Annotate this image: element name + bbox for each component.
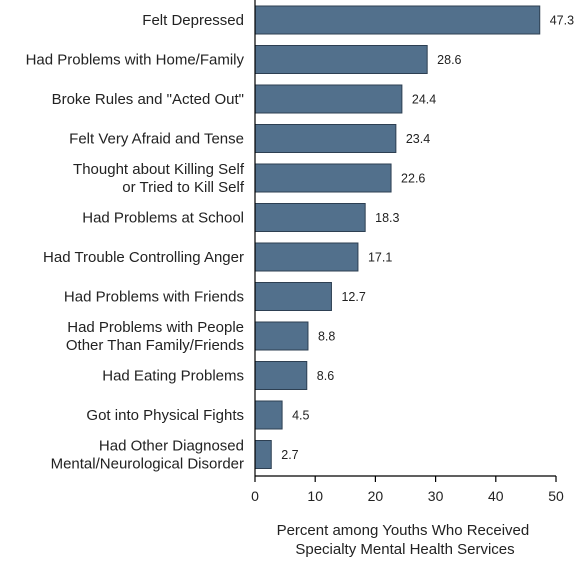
bar-6	[254, 242, 359, 272]
category-label-9-line-0: Had Eating Problems	[102, 368, 244, 385]
category-label-4-line-1: or Tried to Kill Self	[122, 179, 245, 196]
bar-11	[254, 440, 272, 469]
category-labels: Felt Depressed Had Problems with Home/Fam…	[26, 12, 245, 473]
bar-10	[254, 400, 283, 430]
x-tick-label-4: 40	[488, 488, 504, 504]
category-label-5: Had Problems at School	[82, 210, 244, 227]
category-label-2: Broke Rules and "Acted Out"	[52, 91, 244, 108]
category-label-0: Felt Depressed	[142, 12, 244, 29]
bars-layer	[254, 5, 541, 469]
value-label-1: 28.6	[437, 53, 461, 67]
x-tick-label-2: 20	[368, 488, 384, 504]
category-label-8-line-0: Had Problems with People	[67, 319, 244, 336]
bar-9	[254, 361, 308, 390]
category-label-3: Felt Very Afraid and Tense	[69, 131, 244, 148]
category-label-9: Had Eating Problems	[102, 368, 244, 385]
category-label-5-line-0: Had Problems at School	[82, 210, 244, 227]
category-label-10: Got into Physical Fights	[86, 407, 244, 424]
value-label-6: 17.1	[368, 251, 392, 265]
category-label-7-line-0: Had Problems with Friends	[64, 289, 244, 306]
category-label-1: Had Problems with Home/Family	[26, 52, 245, 69]
category-label-10-line-0: Got into Physical Fights	[86, 407, 244, 424]
value-label-8: 8.8	[318, 330, 335, 344]
bar-1	[254, 45, 428, 74]
bar-4	[254, 163, 392, 193]
category-label-6-line-0: Had Trouble Controlling Anger	[43, 249, 244, 266]
x-axis-title-line-2: Specialty Mental Health Services	[295, 541, 514, 558]
value-label-2: 24.4	[412, 93, 436, 107]
category-label-11: Had Other Diagnosed Mental/Neurological D…	[51, 438, 244, 473]
x-tick-label-5: 50	[548, 488, 564, 504]
category-label-8-line-1: Other Than Family/Friends	[66, 337, 244, 354]
value-label-3: 23.4	[406, 132, 430, 146]
category-label-0-line-0: Felt Depressed	[142, 12, 244, 29]
category-label-3-line-0: Felt Very Afraid and Tense	[69, 131, 244, 148]
x-tick-label-0: 0	[251, 488, 259, 504]
value-label-7: 12.7	[341, 290, 365, 304]
bar-7	[254, 282, 332, 311]
value-label-0: 47.3	[550, 14, 574, 28]
category-label-11-line-1: Mental/Neurological Disorder	[51, 456, 244, 473]
category-label-4-line-0: Thought about Killing Self	[73, 161, 245, 178]
x-tick-label-1: 10	[307, 488, 323, 504]
bar-3	[254, 124, 397, 153]
category-label-4: Thought about Killing Self or Tried to Ki…	[73, 161, 245, 196]
value-label-5: 18.3	[375, 211, 399, 225]
x-tick-label-3: 30	[428, 488, 444, 504]
value-labels: 47.3 28.6 24.4 23.4 22.6 18.3 17.1 12.7 8.8 8.6 4.…	[281, 14, 574, 463]
category-label-1-line-0: Had Problems with Home/Family	[26, 52, 245, 69]
value-label-10: 4.5	[292, 409, 309, 423]
bar-5	[254, 203, 366, 232]
bar-0	[254, 5, 541, 35]
value-label-11: 2.7	[281, 448, 298, 462]
bar-8	[254, 321, 309, 351]
category-label-11-line-0: Had Other Diagnosed	[99, 438, 244, 455]
x-axis-title-line-1: Percent among Youths Who Received	[277, 522, 530, 539]
category-label-2-line-0: Broke Rules and "Acted Out"	[52, 91, 244, 108]
category-label-7: Had Problems with Friends	[64, 289, 244, 306]
value-label-9: 8.6	[317, 369, 334, 383]
bar-2	[254, 84, 403, 114]
value-label-4: 22.6	[401, 172, 425, 186]
category-label-8: Had Problems with People Other Than Famil…	[66, 319, 244, 354]
axes: 0 10 20 30 40 50	[251, 0, 564, 504]
x-axis-title: Percent among Youths Who Received Specia…	[277, 522, 534, 558]
category-label-6: Had Trouble Controlling Anger	[43, 249, 244, 266]
